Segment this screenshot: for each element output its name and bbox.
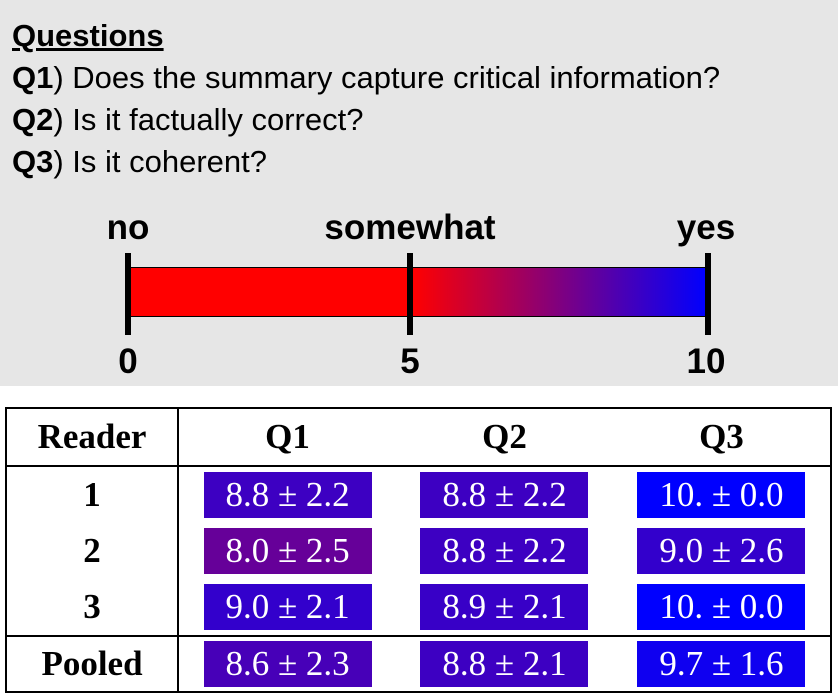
score-cell: 9.0 ± 2.1 (178, 579, 396, 636)
score-value: 9.0 ± 2.1 (203, 584, 372, 630)
question-2-id: Q2 (12, 102, 54, 137)
color-scale-bar (128, 267, 708, 317)
score-cell: 9.0 ± 2.6 (613, 523, 831, 579)
score-value: 8.9 ± 2.1 (420, 584, 589, 630)
scale-tick-10 (705, 253, 711, 335)
scale-label-no: no (106, 208, 150, 247)
table-row: 3 9.0 ± 2.1 8.9 ± 2.1 10. ± 0.0 (6, 579, 831, 636)
question-3-text: ) Is it coherent? (53, 144, 268, 179)
header-q3: Q3 (612, 408, 831, 467)
question-1: Q1) Does the summary capture critical in… (12, 58, 720, 98)
score-value: 10. ± 0.0 (637, 472, 806, 518)
reader-label: 3 (6, 579, 179, 636)
score-cell: 8.8 ± 2.2 (396, 523, 613, 579)
score-cell: 8.8 ± 2.1 (396, 635, 613, 692)
results-table: Reader Q1 Q2 Q3 1 8.8 ± 2.2 8.8 ± 2.2 10… (5, 407, 832, 693)
score-value: 8.8 ± 2.2 (203, 472, 372, 518)
question-1-id: Q1 (12, 60, 54, 95)
score-cell: 8.8 ± 2.2 (396, 466, 613, 523)
scale-label-yes: yes (676, 208, 736, 247)
scale-value-10: 10 (686, 342, 726, 381)
reader-label: 1 (6, 466, 179, 523)
score-cell: 10. ± 0.0 (613, 466, 831, 523)
questions-title: Questions (12, 18, 164, 53)
pooled-label: Pooled (6, 635, 179, 692)
scale-tick-5 (407, 253, 413, 335)
score-cell: 8.6 ± 2.3 (178, 635, 397, 692)
table-header-row: Reader Q1 Q2 Q3 (6, 408, 831, 467)
pooled-row: Pooled 8.6 ± 2.3 8.8 ± 2.1 9.7 ± 1.6 (6, 635, 831, 692)
table-row: 1 8.8 ± 2.2 8.8 ± 2.2 10. ± 0.0 (6, 466, 831, 523)
score-cell: 8.0 ± 2.5 (178, 523, 396, 579)
questions-panel: Questions Q1) Does the summary capture c… (0, 0, 838, 386)
question-1-text: ) Does the summary capture critical info… (53, 60, 721, 95)
score-value: 8.8 ± 2.2 (420, 472, 589, 518)
header-q1: Q1 (178, 408, 397, 467)
score-value: 8.8 ± 2.2 (420, 528, 589, 574)
question-3: Q3) Is it coherent? (12, 142, 267, 182)
score-cell: 8.9 ± 2.1 (396, 579, 613, 636)
score-value: 8.8 ± 2.1 (420, 641, 589, 687)
score-cell: 10. ± 0.0 (613, 579, 831, 636)
scale-label-somewhat: somewhat (324, 208, 496, 247)
reader-label: 2 (6, 523, 179, 579)
question-2-text: ) Is it factually correct? (53, 102, 364, 137)
score-value: 9.7 ± 1.6 (637, 641, 806, 687)
scale-value-0: 0 (118, 342, 138, 381)
score-cell: 9.7 ± 1.6 (612, 635, 831, 692)
score-value: 10. ± 0.0 (637, 584, 806, 630)
table-row: 2 8.0 ± 2.5 8.8 ± 2.2 9.0 ± 2.6 (6, 523, 831, 579)
score-value: 8.0 ± 2.5 (203, 528, 372, 574)
question-3-id: Q3 (12, 144, 54, 179)
score-value: 8.6 ± 2.3 (203, 641, 372, 687)
header-reader: Reader (6, 408, 179, 467)
score-cell: 8.8 ± 2.2 (178, 466, 396, 523)
score-value: 9.0 ± 2.6 (637, 528, 806, 574)
scale-value-5: 5 (400, 342, 420, 381)
scale-tick-0 (125, 253, 131, 335)
header-q2: Q2 (396, 408, 613, 467)
question-2: Q2) Is it factually correct? (12, 100, 363, 140)
